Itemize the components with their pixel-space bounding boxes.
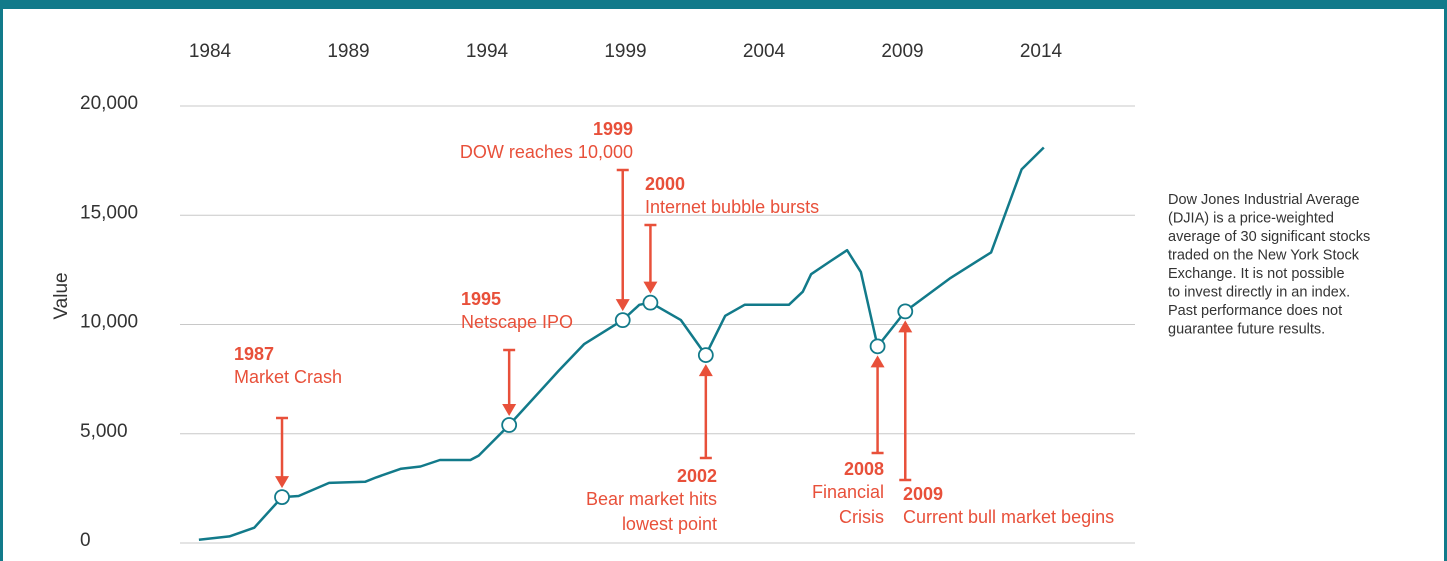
y-tick-label: 15,000 bbox=[80, 202, 138, 223]
x-tick-label: 1999 bbox=[604, 41, 646, 62]
data-marker bbox=[642, 294, 659, 311]
side-note: guarantee future results. bbox=[1168, 321, 1325, 337]
annotation-text: Internet bubble bursts bbox=[645, 197, 819, 217]
data-marker bbox=[869, 338, 886, 355]
data-marker bbox=[501, 417, 518, 433]
annotation-year: 1999 bbox=[593, 119, 633, 139]
annotation-text: Bear market hits bbox=[586, 489, 717, 509]
annotation-arrow-head bbox=[615, 299, 630, 312]
data-marker bbox=[897, 303, 914, 320]
annotation-year: 2009 bbox=[903, 484, 943, 504]
data-marker bbox=[697, 347, 714, 363]
x-tick-label: 1984 bbox=[189, 41, 232, 62]
annotation-arrow-head bbox=[643, 281, 658, 294]
side-note: Dow Jones Industrial Average bbox=[1168, 192, 1360, 208]
y-tick-label: 0 bbox=[80, 530, 91, 551]
annotation-year: 2008 bbox=[844, 459, 884, 479]
right-border bbox=[1444, 0, 1447, 561]
annotation-text: Current bull market begins bbox=[903, 507, 1114, 527]
annotation-year: 1987 bbox=[234, 344, 274, 364]
y-axis-label: Value bbox=[51, 272, 72, 319]
annotation-text: lowest point bbox=[622, 514, 717, 534]
annotation-text: Crisis bbox=[839, 507, 884, 527]
side-note: Exchange. It is not possible bbox=[1168, 266, 1345, 282]
x-tick-label: 2009 bbox=[881, 41, 923, 62]
x-tick-label: 2014 bbox=[1020, 41, 1063, 62]
y-tick-label: 10,000 bbox=[80, 312, 138, 333]
y-tick-label: 5,000 bbox=[80, 421, 128, 442]
annotation-year: 2000 bbox=[645, 174, 685, 194]
annotation-arrow-head bbox=[275, 476, 290, 489]
data-marker bbox=[274, 489, 290, 506]
x-tick-label: 2004 bbox=[743, 41, 786, 62]
top-band bbox=[0, 0, 1447, 9]
annotation-arrow-head bbox=[870, 355, 885, 368]
annotation-text: Financial bbox=[812, 482, 884, 502]
annotation-text: Netscape IPO bbox=[461, 312, 573, 332]
x-tick-label: 1989 bbox=[327, 41, 369, 62]
side-note: traded on the New York Stock bbox=[1168, 247, 1360, 263]
side-note: Past performance does not bbox=[1168, 303, 1342, 319]
data-line bbox=[198, 146, 1045, 541]
annotation-arrow-head bbox=[898, 320, 913, 333]
data-marker bbox=[614, 312, 631, 329]
side-note: (DJIA) is a price-weighted bbox=[1168, 210, 1334, 226]
annotation-year: 2002 bbox=[677, 466, 717, 486]
annotation-text: DOW reaches 10,000 bbox=[460, 142, 633, 162]
annotation-year: 1995 bbox=[461, 289, 501, 309]
annotation-arrow-head bbox=[502, 404, 517, 417]
left-border bbox=[0, 0, 3, 561]
y-tick-label: 20,000 bbox=[80, 93, 138, 114]
side-note: average of 30 significant stocks bbox=[1168, 229, 1370, 245]
x-tick-label: 1994 bbox=[466, 41, 509, 62]
side-note: to invest directly in an index. bbox=[1168, 284, 1350, 300]
annotation-text: Market Crash bbox=[234, 367, 342, 387]
annotation-arrow-head bbox=[698, 364, 713, 377]
